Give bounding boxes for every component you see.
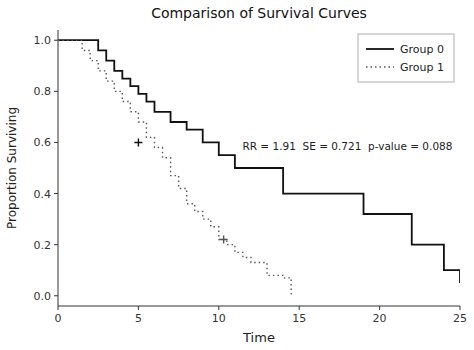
legend: Group 0 Group 1 bbox=[358, 34, 454, 82]
legend-label: Group 0 bbox=[400, 43, 444, 56]
y-tick-label: 0.0 bbox=[34, 290, 52, 303]
x-tick bbox=[218, 306, 219, 310]
background bbox=[0, 0, 474, 350]
censor-mark bbox=[220, 236, 228, 244]
chart: 0 5 10 15 20 25 0.0 0.2 0.4 0.6 0.8 1.0 Time Proporti… bbox=[0, 0, 474, 350]
y-axis-title: Proportion Surviving bbox=[5, 107, 19, 229]
legend-swatch bbox=[366, 48, 394, 50]
survival-curve bbox=[58, 40, 291, 296]
y-axis-line bbox=[58, 30, 59, 306]
legend-label: Group 1 bbox=[400, 61, 444, 74]
y-tick-label: 1.0 bbox=[34, 34, 52, 47]
x-tick bbox=[379, 306, 380, 310]
title: Comparison of Survival Curves bbox=[151, 5, 367, 21]
y-tick bbox=[54, 40, 58, 41]
y-tick bbox=[54, 244, 58, 245]
x-tick bbox=[138, 306, 139, 310]
censor-mark bbox=[134, 138, 142, 146]
x-tick bbox=[460, 306, 461, 310]
y-tick-label: 0.6 bbox=[34, 136, 52, 149]
x-tick-label: 25 bbox=[453, 312, 467, 325]
x-tick-label: 0 bbox=[55, 312, 62, 325]
y-tick bbox=[54, 142, 58, 143]
x-axis-title: Time bbox=[242, 330, 275, 345]
annotation: RR = 1.91 SE = 0.721 p-value = 0.088 bbox=[242, 140, 452, 152]
x-tick-label: 15 bbox=[292, 312, 306, 325]
y-tick bbox=[54, 295, 58, 296]
y-tick-label: 0.4 bbox=[34, 188, 52, 201]
x-axis-line bbox=[58, 306, 460, 307]
legend-box bbox=[358, 34, 454, 82]
x-tick bbox=[58, 306, 59, 310]
y-tick-label: 0.2 bbox=[34, 239, 52, 252]
x-tick-label: 5 bbox=[135, 312, 142, 325]
x-tick-label: 20 bbox=[373, 312, 387, 325]
x-tick-label: 10 bbox=[212, 312, 226, 325]
y-tick bbox=[54, 193, 58, 194]
y-tick-label: 0.8 bbox=[34, 85, 52, 98]
y-tick bbox=[54, 91, 58, 92]
x-tick bbox=[299, 306, 300, 310]
legend-swatch bbox=[366, 66, 394, 67]
